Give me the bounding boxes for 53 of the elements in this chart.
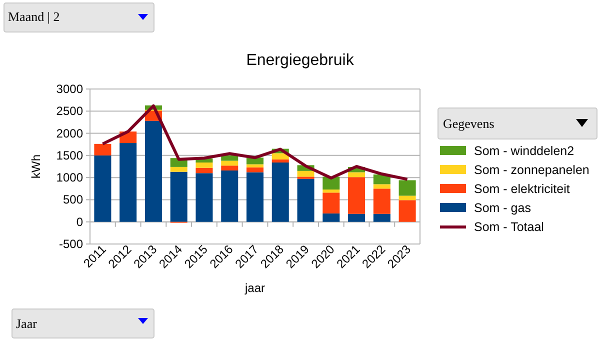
bar [196,162,213,168]
bar [322,190,340,193]
bar [373,184,390,189]
bar [144,120,162,222]
legend-label: Som - winddelen2 [474,144,574,158]
bar [322,192,340,214]
bar [272,159,289,163]
y-tick-label: 1000 [56,170,84,185]
bar [398,200,416,222]
bar [322,213,340,222]
bar [246,167,264,172]
y-axis-title: kWh [29,154,43,178]
bar [348,172,366,178]
bar [246,164,264,168]
dropdown-field: Maand | 2 [4,2,154,32]
y-tick-label: 2000 [56,126,84,140]
bar [272,153,289,160]
bar [297,178,314,222]
legend-title: Gegevens [443,116,494,131]
bar [196,168,213,174]
x-axis-title: jaar [244,281,266,295]
bar [94,144,112,156]
bar [348,214,366,222]
bar [272,162,289,222]
legend-label: Som - Totaal [474,220,544,234]
legend-label: Som - gas [474,201,531,215]
bar [297,170,314,177]
bar [120,143,137,222]
bar [398,196,416,200]
bar [221,170,238,222]
line-series [101,104,409,181]
bar [221,160,238,166]
bar [373,214,390,222]
bar [322,176,340,190]
bar [94,155,112,222]
bar [348,177,366,214]
y-tick-label: 0 [76,214,84,229]
y-tick-label: 2500 [56,104,84,118]
y-tick-label: 500 [62,192,84,207]
bar [170,172,188,222]
bar [398,180,416,196]
legend-label: Som - zonnepanelen [474,163,590,177]
bar [196,173,213,222]
bar [246,172,264,222]
bar [170,166,188,172]
y-tick-label: 3000 [56,82,84,96]
bar [221,166,238,170]
chart-title: Energiegebruik [246,52,355,69]
y-tick-label: 1500 [56,148,84,162]
dropdown-field: Jaar [12,308,154,338]
y-tick-label: -500 [58,237,84,251]
bar [373,188,390,214]
legend-label: Som - elektriciteit [474,182,570,196]
